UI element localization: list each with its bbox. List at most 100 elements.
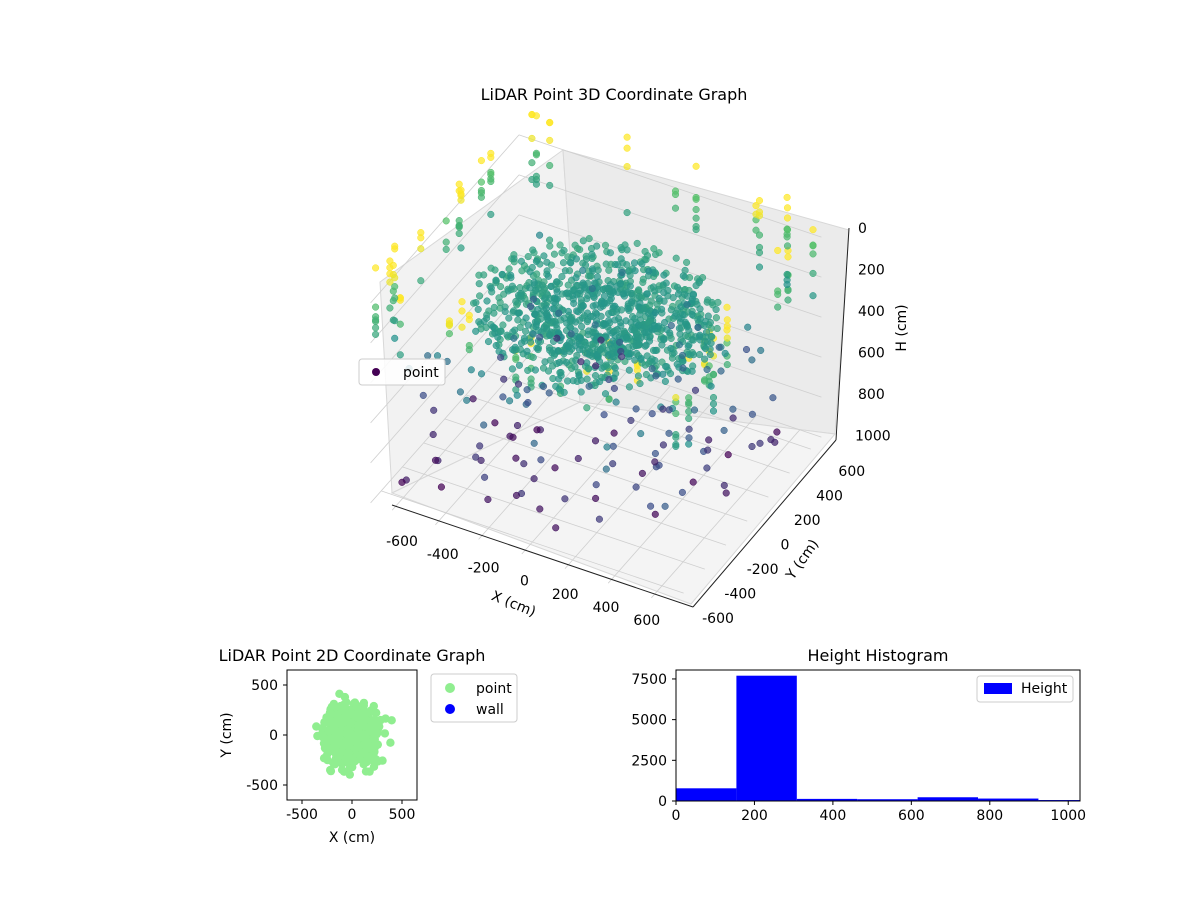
point-marker-3d	[647, 297, 655, 305]
point-marker-3d	[720, 426, 728, 434]
point-marker-3d	[757, 346, 765, 354]
point-marker-3d	[465, 316, 473, 324]
point-marker-3d	[690, 351, 698, 359]
point-marker-3d	[536, 505, 544, 513]
point-marker-3d	[660, 335, 668, 344]
point-marker-3d	[665, 429, 673, 437]
point-marker-3d	[492, 341, 500, 350]
point-marker-3d	[683, 323, 691, 331]
point-marker-3d	[712, 305, 720, 314]
point-marker-3d	[576, 246, 584, 254]
point-marker-3d	[477, 178, 485, 186]
y-tick-label-3d: -600	[702, 611, 734, 627]
point-marker-3d	[417, 245, 425, 253]
point-marker-3d	[593, 273, 601, 281]
point-marker-3d	[472, 327, 480, 335]
x-ticks-2d: -500 0 500	[286, 800, 415, 823]
point-marker-3d	[660, 297, 668, 305]
point-marker-3d	[617, 255, 625, 263]
point-marker-3d	[512, 454, 520, 462]
point-marker-3d	[528, 263, 536, 272]
point-marker-2d	[312, 722, 321, 731]
x-tick-label-3d: 400	[593, 600, 620, 616]
point-marker-3d	[497, 283, 505, 291]
point-marker-3d	[527, 338, 535, 346]
point-marker-3d	[472, 299, 480, 307]
legend-histogram-swatch	[984, 683, 1012, 694]
point-marker-2d	[373, 757, 383, 766]
point-marker-3d	[506, 397, 514, 405]
h-tick-label-3d: 0	[858, 221, 867, 237]
x-axis-label-3d: X (cm)	[489, 588, 538, 620]
point-marker-2d	[354, 725, 363, 734]
point-marker-3d	[505, 314, 513, 322]
point-marker-3d	[431, 456, 440, 464]
point-marker-3d	[809, 241, 817, 249]
histogram-bar	[857, 799, 918, 801]
y-tick-label-histogram: 0	[658, 794, 667, 810]
point-marker-3d	[783, 226, 792, 234]
point-marker-3d	[673, 283, 682, 291]
point-marker-3d	[487, 284, 495, 292]
point-marker-3d	[809, 226, 817, 234]
point-marker-3d	[433, 352, 442, 360]
point-marker-3d	[386, 304, 394, 312]
point-marker-3d	[774, 246, 782, 255]
point-marker-3d	[661, 318, 669, 327]
point-marker-3d	[646, 333, 654, 341]
point-marker-3d	[391, 283, 399, 291]
point-marker-3d	[714, 298, 722, 306]
point-marker-3d	[637, 354, 645, 362]
point-marker-3d	[499, 393, 507, 401]
point-marker-2d	[380, 729, 390, 738]
point-marker-3d	[712, 314, 720, 322]
point-marker-3d	[783, 280, 791, 289]
legend-2d-point-marker	[445, 683, 455, 693]
point-marker-3d	[492, 276, 500, 284]
point-marker-3d	[755, 249, 764, 257]
point-marker-2d	[369, 701, 378, 711]
y-tick-label-3d: 200	[794, 513, 821, 529]
point-marker-3d	[532, 180, 540, 188]
point-marker-3d	[592, 362, 600, 370]
legend-2d-wall-label: wall	[476, 702, 504, 718]
point-marker-3d	[562, 358, 571, 366]
point-marker-3d	[706, 318, 714, 327]
point-marker-3d	[769, 394, 777, 402]
point-marker-3d	[494, 333, 502, 341]
point-marker-3d	[723, 316, 731, 324]
point-marker-3d	[660, 271, 668, 279]
grid-line	[370, 334, 520, 504]
point-marker-3d	[637, 430, 645, 438]
point-marker-3d	[622, 333, 631, 342]
point-marker-3d	[372, 316, 380, 324]
point-marker-3d	[550, 250, 558, 258]
point-marker-3d	[528, 134, 536, 142]
point-marker-3d	[692, 162, 700, 170]
x-axis-label-2d: X (cm)	[329, 830, 375, 846]
point-marker-3d	[591, 372, 600, 380]
point-marker-3d	[505, 265, 513, 273]
point-marker-3d	[692, 226, 700, 234]
point-marker-3d	[756, 439, 764, 447]
point-marker-3d	[528, 159, 536, 167]
point-marker-3d	[445, 330, 453, 338]
point-marker-3d	[573, 351, 581, 360]
point-marker-3d	[555, 385, 563, 393]
y-axis-label-2d: Y (cm)	[219, 712, 235, 758]
point-marker-3d	[671, 204, 680, 212]
point-marker-3d	[665, 406, 673, 414]
point-marker-3d	[588, 250, 596, 258]
point-marker-3d	[539, 382, 548, 390]
point-marker-3d	[513, 421, 522, 430]
point-marker-3d	[669, 294, 677, 302]
y-tick-label-3d: 600	[838, 464, 865, 480]
grid-line	[370, 214, 520, 384]
y-axis-line	[692, 439, 837, 608]
point-marker-3d	[487, 210, 495, 218]
point-marker-3d	[530, 439, 538, 447]
point-marker-3d	[532, 287, 540, 295]
point-marker-3d	[497, 353, 505, 361]
point-marker-3d	[417, 234, 425, 242]
point-marker-2d	[368, 716, 377, 726]
